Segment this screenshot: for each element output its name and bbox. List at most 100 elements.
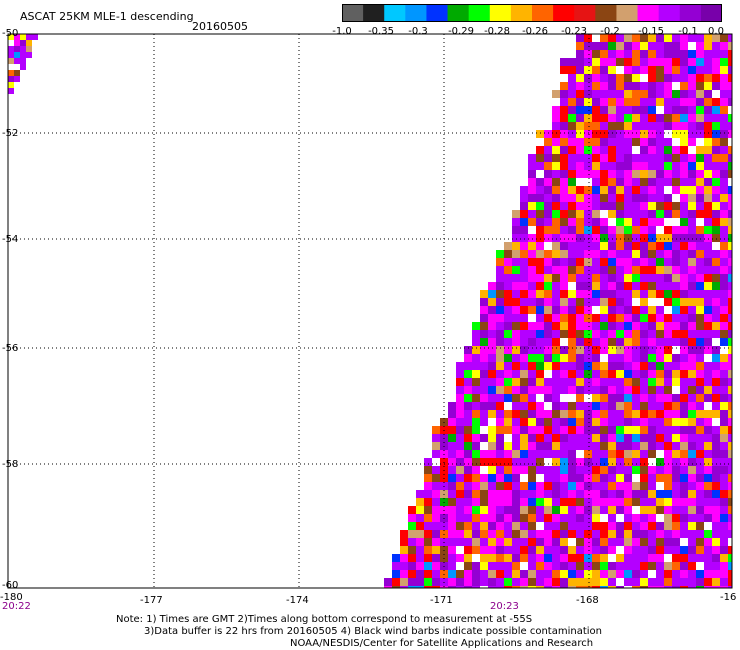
swath-cell: [552, 122, 560, 130]
swath-cell: [528, 474, 536, 482]
swath-cell: [496, 402, 504, 410]
swath-cell: [720, 458, 728, 466]
swath-cell: [664, 90, 672, 98]
swath-cell: [728, 282, 732, 290]
swath-cell: [512, 570, 520, 578]
swath-cell: [432, 482, 440, 490]
swath-cell: [656, 346, 664, 354]
swath-cell: [728, 522, 732, 530]
swath-cell: [8, 88, 14, 94]
swath-cell: [432, 474, 440, 482]
swath-cell: [688, 522, 696, 530]
colorbar-swatch: [489, 4, 512, 22]
swath-cell: [656, 562, 664, 570]
swath-cell: [584, 186, 592, 194]
swath-cell: [656, 586, 664, 588]
swath-cell: [504, 386, 512, 394]
swath-cell: [448, 410, 456, 418]
swath-cell: [704, 362, 712, 370]
swath-cell: [544, 178, 552, 186]
swath-cell: [720, 306, 728, 314]
swath-cell: [640, 354, 648, 362]
swath-cell: [656, 522, 664, 530]
swath-cell: [384, 586, 392, 588]
swath-cell: [568, 138, 576, 146]
swath-cell: [704, 410, 712, 418]
swath-cell: [640, 570, 648, 578]
swath-cell: [584, 90, 592, 98]
swath-cell: [696, 346, 704, 354]
swath-cell: [640, 154, 648, 162]
swath-cell: [720, 418, 728, 426]
swath-cell: [632, 66, 640, 74]
swath-cell: [640, 394, 648, 402]
swath-cell: [728, 346, 732, 354]
swath-cell: [680, 386, 688, 394]
swath-cell: [560, 586, 568, 588]
swath-cell: [584, 450, 592, 458]
swath-cell: [600, 530, 608, 538]
swath-cell: [448, 562, 456, 570]
swath-cell: [584, 322, 592, 330]
swath-cell: [688, 266, 696, 274]
swath-cell: [448, 426, 456, 434]
swath-cell: [664, 122, 672, 130]
swath-cell: [704, 554, 712, 562]
swath-cell: [640, 90, 648, 98]
swath-cell: [624, 298, 632, 306]
swath-cell: [512, 250, 520, 258]
swath-cell: [720, 170, 728, 178]
swath-cell: [640, 426, 648, 434]
swath-cell: [656, 266, 664, 274]
swath-cell: [648, 290, 656, 298]
lat-label-58: -58: [2, 459, 19, 470]
swath-cell: [656, 530, 664, 538]
swath-cell: [680, 466, 688, 474]
swath-cell: [512, 426, 520, 434]
swath-cell: [648, 250, 656, 258]
swath-cell: [544, 250, 552, 258]
swath-cell: [608, 154, 616, 162]
swath-cell: [528, 570, 536, 578]
swath-cell: [680, 562, 688, 570]
swath-cell: [608, 394, 616, 402]
swath-cell: [720, 394, 728, 402]
swath-cell: [608, 578, 616, 586]
swath-cell: [552, 210, 560, 218]
swath-cell: [576, 330, 584, 338]
colorbar-swatch: [405, 4, 427, 22]
swath-cell: [608, 314, 616, 322]
swath-cell: [560, 346, 568, 354]
swath-cell: [392, 578, 400, 586]
swath-cell: [624, 538, 632, 546]
swath-cell: [8, 40, 14, 46]
swath-cell: [528, 586, 536, 588]
swath-cell: [560, 130, 568, 138]
swath-cell: [568, 74, 576, 82]
swath-cell: [696, 362, 704, 370]
swath-cell: [712, 514, 720, 522]
swath-cell: [560, 530, 568, 538]
swath-cell: [480, 338, 488, 346]
swath-cell: [600, 82, 608, 90]
swath-cell: [496, 258, 504, 266]
swath-cell: [584, 122, 592, 130]
swath-cell: [600, 562, 608, 570]
swath-cell: [616, 42, 624, 50]
swath-cell: [664, 426, 672, 434]
swath-cell: [688, 250, 696, 258]
swath-cell: [632, 378, 640, 386]
swath-cell: [448, 586, 456, 588]
swath-cell: [600, 322, 608, 330]
swath-cell: [696, 210, 704, 218]
swath-cell: [512, 450, 520, 458]
colorbar-swatch: [595, 4, 617, 22]
swath-cell: [568, 370, 576, 378]
swath-cell: [672, 74, 680, 82]
swath-cell: [720, 346, 728, 354]
swath-cell: [688, 402, 696, 410]
swath-cell: [616, 242, 624, 250]
swath-cell: [592, 90, 600, 98]
swath-cell: [664, 386, 672, 394]
swath-cell: [704, 490, 712, 498]
